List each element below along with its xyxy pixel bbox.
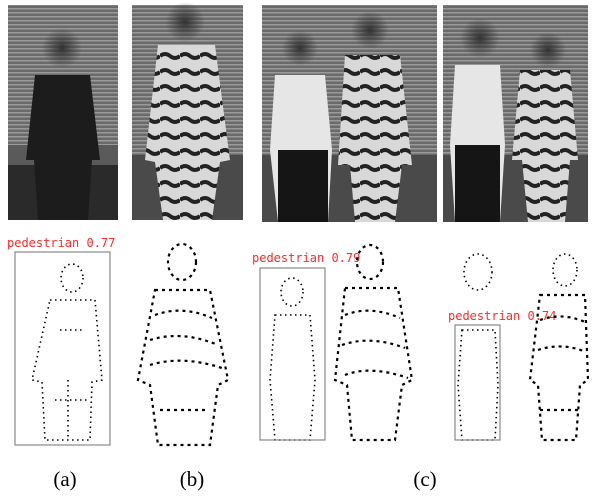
caption: (b) [180, 467, 205, 491]
event-c1: pedestrian 0.79 [252, 245, 412, 440]
detection-box [260, 268, 325, 440]
photo-a [8, 5, 118, 220]
detection-label: pedestrian 0.77 [7, 236, 115, 250]
photo-c1 [262, 5, 437, 222]
event-a: pedestrian 0.77 [7, 236, 115, 445]
detection-box [455, 325, 500, 440]
figure: pedestrian 0.77 pedestrian 0.79 pedestri… [0, 0, 593, 496]
photo-b [132, 2, 243, 220]
detection-box [15, 252, 110, 445]
caption: (c) [413, 467, 436, 491]
detection-label: pedestrian 0.79 [252, 251, 360, 265]
event-c2: pedestrian 0.74 [448, 254, 588, 440]
photo-c2 [443, 5, 588, 222]
detection-label: pedestrian 0.74 [448, 309, 556, 323]
caption: (a) [53, 467, 76, 491]
event-b [138, 244, 228, 445]
